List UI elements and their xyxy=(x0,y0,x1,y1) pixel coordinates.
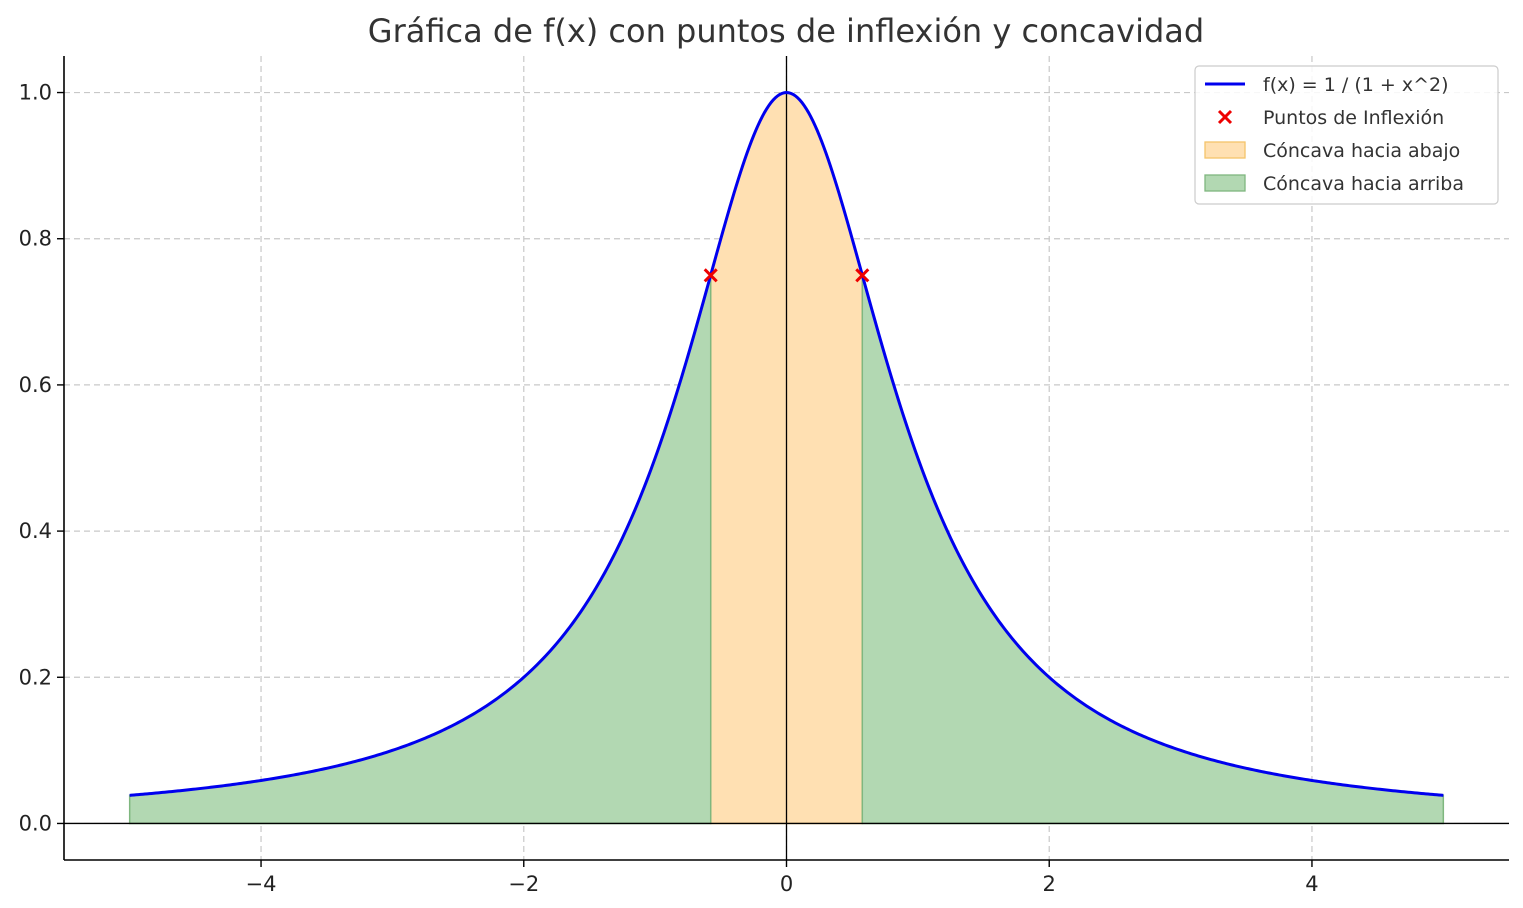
marker-stroke xyxy=(855,268,870,283)
x-tick-label: −2 xyxy=(508,872,539,896)
legend-label: f(x) = 1 / (1 + x^2) xyxy=(1263,74,1449,96)
inflection-point xyxy=(703,268,718,283)
marker-stroke xyxy=(1217,109,1233,125)
legend-patch-swatch xyxy=(1204,141,1246,159)
y-tick-label: 0.0 xyxy=(19,811,52,835)
legend-label: Cóncava hacia arriba xyxy=(1263,173,1464,195)
y-tick-label: 0.6 xyxy=(19,373,52,397)
inflection-point xyxy=(855,268,870,283)
function-line xyxy=(129,91,1444,797)
legend: f(x) = 1 / (1 + x^2) Puntos de Inflexión C… xyxy=(1194,65,1499,205)
chart-title: Gráfica de f(x) con puntos de inflexión … xyxy=(368,12,1204,50)
tick-layer: −4 −2 0 2 4 0.0 0.2 0.4 0.6 0.8 1.0 xyxy=(19,81,1319,896)
y-tick-label: 0.2 xyxy=(19,665,52,689)
marker-stroke xyxy=(703,268,718,283)
legend-marker-swatch xyxy=(1217,109,1233,125)
legend-patch-swatch xyxy=(1204,174,1246,192)
legend-box xyxy=(1194,65,1499,205)
y-tick-label: 0.4 xyxy=(19,519,52,543)
marker-layer xyxy=(703,268,870,283)
legend-label: Puntos de Inflexión xyxy=(1263,107,1444,129)
x-tick-label: 2 xyxy=(1043,872,1056,896)
y-tick-label: 1.0 xyxy=(19,81,52,105)
x-tick-label: 4 xyxy=(1305,872,1318,896)
y-tick-label: 0.8 xyxy=(19,227,52,251)
legend-label: Cóncava hacia abajo xyxy=(1263,140,1460,162)
x-tick-label: 0 xyxy=(780,872,793,896)
x-tick-label: −4 xyxy=(246,872,277,896)
curve-layer xyxy=(129,91,1444,797)
